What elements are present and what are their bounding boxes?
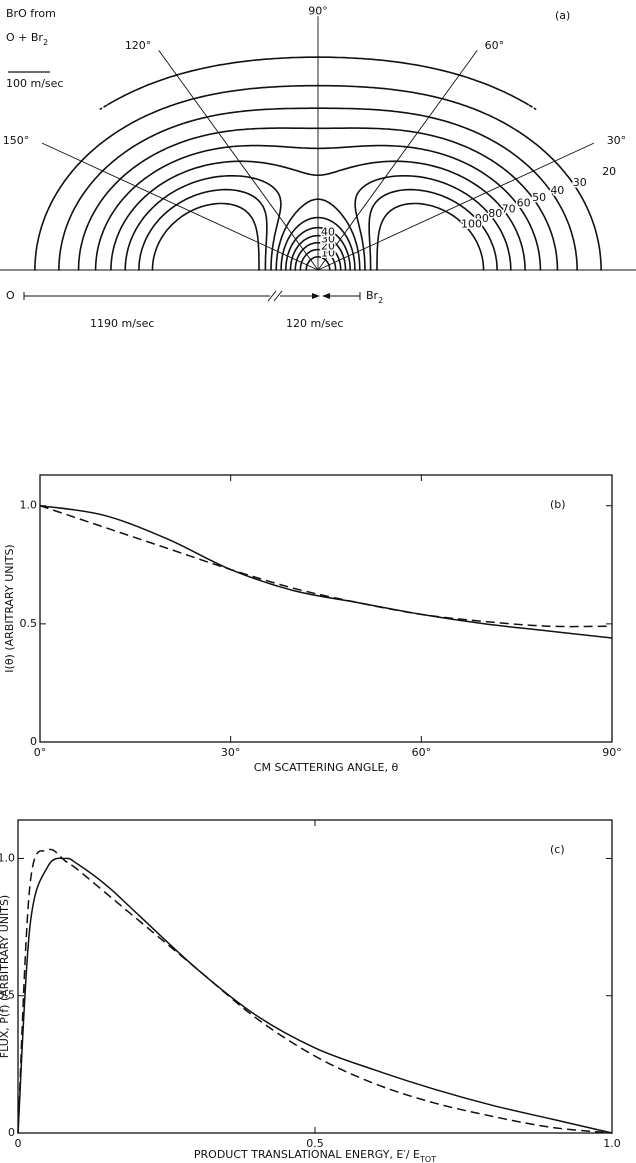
beam-right-main: Br bbox=[366, 289, 379, 302]
beam-arrow bbox=[312, 293, 330, 299]
radial-grid-line bbox=[41, 142, 319, 271]
contour-label: 50 bbox=[532, 191, 546, 204]
x-tick-label: 30° bbox=[221, 746, 241, 759]
y-tick-label: 1.0 bbox=[0, 851, 15, 864]
radial-grid-line bbox=[158, 49, 319, 271]
subtitle-sub: 2 bbox=[43, 38, 48, 47]
subtitle: O + Br2 bbox=[6, 31, 48, 47]
series-line bbox=[17, 857, 613, 1134]
contour bbox=[110, 160, 526, 271]
contour bbox=[77, 127, 559, 271]
beam-right: Br2 bbox=[366, 289, 383, 305]
x-axis-label: PRODUCT TRANSLATIONAL ENERGY, E′/ ETOT bbox=[194, 1148, 436, 1163]
contour bbox=[151, 202, 485, 271]
y-tick-label: 0.5 bbox=[20, 617, 38, 630]
contour bbox=[94, 144, 542, 271]
v-right: 120 m/sec bbox=[286, 317, 343, 330]
beam-left: O bbox=[6, 289, 15, 302]
contour-label: 70 bbox=[502, 202, 516, 215]
contour-label: 90 bbox=[475, 212, 489, 225]
y-tick-label: 1.0 bbox=[20, 499, 38, 512]
y-tick-label: 0 bbox=[8, 1126, 15, 1139]
beam-break bbox=[267, 290, 283, 302]
angle-label: 120° bbox=[125, 39, 152, 52]
contour bbox=[138, 188, 498, 271]
x-tick-label: 60° bbox=[412, 746, 432, 759]
contour-label: 20 bbox=[602, 165, 616, 178]
x-tick-label: 90° bbox=[602, 746, 622, 759]
center-contour-label: 40 bbox=[321, 225, 335, 238]
center-contour-label: 20 bbox=[321, 239, 335, 252]
angle-label: 60° bbox=[485, 39, 505, 52]
contour-label: 40 bbox=[550, 184, 564, 197]
series-line bbox=[39, 505, 613, 628]
y-tick-label: 0 bbox=[30, 735, 37, 748]
x-tick-label: 0° bbox=[34, 746, 47, 759]
contour bbox=[58, 107, 578, 271]
x-axis-label-sub: TOT bbox=[419, 1155, 436, 1163]
contour bbox=[305, 255, 331, 271]
y-axis-label: FLUX, P(f) (ARBITRARY UNITS) bbox=[0, 895, 11, 1058]
plot-frame bbox=[39, 474, 613, 743]
contour bbox=[99, 56, 537, 271]
contour-label: 100 bbox=[461, 217, 482, 230]
radial-grid-line bbox=[317, 49, 478, 271]
subtitle-main: O + Br bbox=[6, 31, 43, 44]
y-axis-label: I(θ) (ARBITRARY UNITS) bbox=[3, 544, 16, 672]
x-axis-label: CM SCATTERING ANGLE, θ bbox=[254, 761, 399, 774]
title: BrO from bbox=[6, 7, 56, 20]
center-contour-label: 30 bbox=[321, 233, 335, 246]
panel-label: (b) bbox=[550, 498, 566, 511]
series-line bbox=[39, 504, 613, 639]
panel-label: (c) bbox=[550, 843, 565, 856]
x-tick-label: 1.0 bbox=[603, 1137, 621, 1150]
x-axis-label-main: PRODUCT TRANSLATIONAL ENERGY, E′/ E bbox=[194, 1148, 420, 1161]
angle-label: 90° bbox=[308, 5, 328, 18]
scale-label: 100 m/sec bbox=[6, 77, 63, 90]
contour-label: 60 bbox=[517, 197, 531, 210]
v-left: 1190 m/sec bbox=[90, 317, 154, 330]
y-tick-label: 0.5 bbox=[0, 989, 15, 1002]
panel-label: (a) bbox=[555, 9, 570, 22]
plot-frame bbox=[17, 819, 613, 1134]
x-tick-label: 0 bbox=[15, 1137, 22, 1150]
beam-right-sub: 2 bbox=[378, 296, 383, 305]
x-tick-label: 0.5 bbox=[306, 1137, 324, 1150]
radial-grid-line bbox=[317, 142, 595, 271]
angle-label: 150° bbox=[3, 134, 30, 147]
contour-label: 30 bbox=[573, 176, 587, 189]
angle-label: 30° bbox=[607, 134, 627, 147]
contour-label: 80 bbox=[488, 207, 502, 220]
contour bbox=[124, 175, 512, 271]
contour bbox=[34, 84, 602, 271]
series-line bbox=[17, 848, 613, 1134]
center-contour-label: 10 bbox=[321, 247, 335, 260]
